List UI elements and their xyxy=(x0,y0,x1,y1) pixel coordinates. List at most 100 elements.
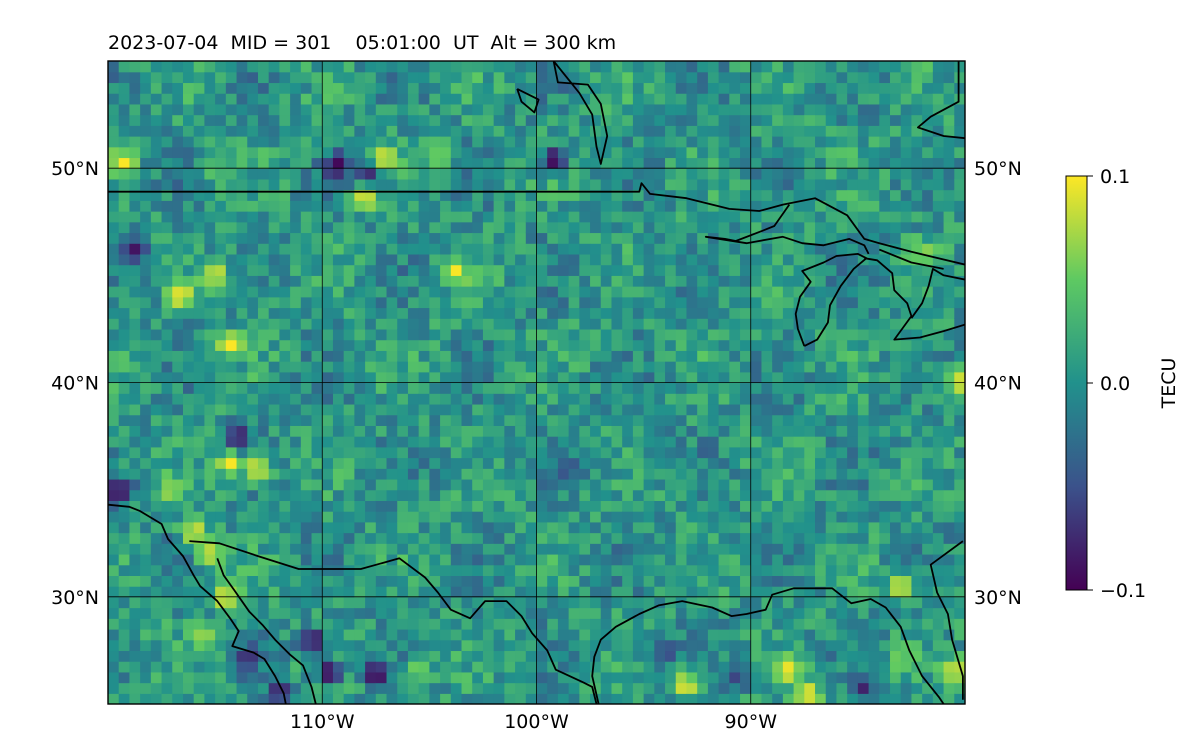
heatmap-cell xyxy=(290,189,302,201)
heatmap-cell xyxy=(943,168,955,180)
heatmap-cell xyxy=(675,211,688,223)
heatmap-cell xyxy=(193,221,206,234)
heatmap-cell xyxy=(900,71,913,84)
heatmap-cell xyxy=(161,468,173,480)
heatmap-cell xyxy=(172,93,184,105)
heatmap-cell xyxy=(247,393,259,405)
heatmap-cell xyxy=(525,371,538,384)
heatmap-cell xyxy=(182,286,195,298)
heatmap-cell xyxy=(911,586,923,598)
heatmap-cell xyxy=(472,221,484,234)
heatmap-cell xyxy=(322,628,334,641)
heatmap-cell xyxy=(557,146,570,159)
heatmap-cell xyxy=(579,661,591,673)
heatmap-cell xyxy=(407,232,420,244)
heatmap-cell xyxy=(386,168,398,180)
heatmap-cell xyxy=(482,425,495,437)
heatmap-cell xyxy=(932,532,945,544)
heatmap-cell xyxy=(782,671,795,684)
heatmap-cell xyxy=(697,339,709,351)
heatmap-cell xyxy=(236,553,248,566)
heatmap-cell xyxy=(772,339,784,351)
heatmap-cell xyxy=(632,136,645,148)
heatmap-cell xyxy=(536,446,548,459)
heatmap-cell xyxy=(279,296,291,309)
heatmap-cell xyxy=(836,403,848,416)
lat-tick-label-right: 30°N xyxy=(974,587,1022,609)
heatmap-cell xyxy=(182,414,195,426)
heatmap-cell xyxy=(857,296,870,309)
heatmap-cell xyxy=(857,146,870,159)
heatmap-cell xyxy=(461,618,473,630)
heatmap-cell xyxy=(836,586,848,598)
heatmap-cell xyxy=(172,436,184,448)
heatmap-cell xyxy=(697,564,709,576)
heatmap-cell xyxy=(440,436,452,448)
heatmap-cell xyxy=(525,232,538,244)
heatmap-cell xyxy=(108,436,120,448)
heatmap-cell xyxy=(375,521,388,534)
heatmap-cell xyxy=(440,82,452,94)
heatmap-cell xyxy=(472,275,484,287)
heatmap-cell xyxy=(429,307,441,319)
heatmap-cell xyxy=(161,125,173,137)
heatmap-cell xyxy=(868,457,880,469)
heatmap-cell xyxy=(515,425,527,437)
heatmap-cell xyxy=(397,575,409,587)
heatmap-cell xyxy=(365,650,377,662)
heatmap-cell xyxy=(686,682,698,694)
heatmap-cell xyxy=(750,61,763,73)
coastline xyxy=(591,587,945,704)
heatmap-cell xyxy=(247,489,259,501)
heatmap-cell xyxy=(193,393,206,405)
heatmap-cell xyxy=(825,618,838,630)
heatmap-cell xyxy=(332,457,345,469)
heatmap-cell xyxy=(375,468,388,480)
heatmap-cell xyxy=(772,425,784,437)
heatmap-cell xyxy=(579,328,591,341)
heatmap-cell xyxy=(729,296,741,309)
heatmap-cell xyxy=(729,403,741,416)
heatmap-cell xyxy=(354,543,366,555)
heatmap-cell xyxy=(375,682,388,694)
heatmap-cell xyxy=(172,693,184,704)
heatmap-cell xyxy=(890,371,902,384)
heatmap-cell xyxy=(429,168,441,180)
heatmap-cell xyxy=(579,371,591,384)
heatmap-cell xyxy=(536,114,548,126)
heatmap-cell xyxy=(440,339,452,351)
heatmap-cell xyxy=(793,586,805,598)
heatmap-cell xyxy=(686,136,698,148)
heatmap-cell xyxy=(611,414,623,426)
heatmap-cell xyxy=(697,628,709,641)
heatmap-cell xyxy=(343,93,355,105)
heatmap-cell xyxy=(493,136,505,148)
heatmap-cell xyxy=(472,178,484,191)
heatmap-cell xyxy=(954,371,965,384)
heatmap-cell xyxy=(311,350,323,362)
heatmap-cell xyxy=(707,500,720,512)
heatmap-cell xyxy=(150,553,163,566)
heatmap-cell xyxy=(397,446,409,459)
heatmap-cell xyxy=(611,586,623,598)
heatmap-cell xyxy=(718,339,730,351)
heatmap-cell xyxy=(782,457,795,469)
heatmap-cell xyxy=(740,403,752,416)
heatmap-cell xyxy=(793,650,805,662)
heatmap-cell xyxy=(407,693,420,704)
heatmap-cell xyxy=(579,93,591,105)
heatmap-cell xyxy=(247,200,259,212)
heatmap-cell xyxy=(429,661,441,673)
heatmap-cell xyxy=(568,628,580,641)
heatmap-cell xyxy=(782,468,795,480)
heatmap-cell xyxy=(311,564,323,576)
heatmap-cell xyxy=(440,232,452,244)
heatmap-cell xyxy=(740,436,752,448)
heatmap-cell xyxy=(847,511,859,523)
heatmap-cell xyxy=(461,168,473,180)
heatmap-cell xyxy=(365,671,377,684)
heatmap-cell xyxy=(354,146,366,159)
heatmap-cell xyxy=(407,71,420,84)
heatmap-cell xyxy=(290,639,302,652)
heatmap-cell xyxy=(815,232,827,244)
